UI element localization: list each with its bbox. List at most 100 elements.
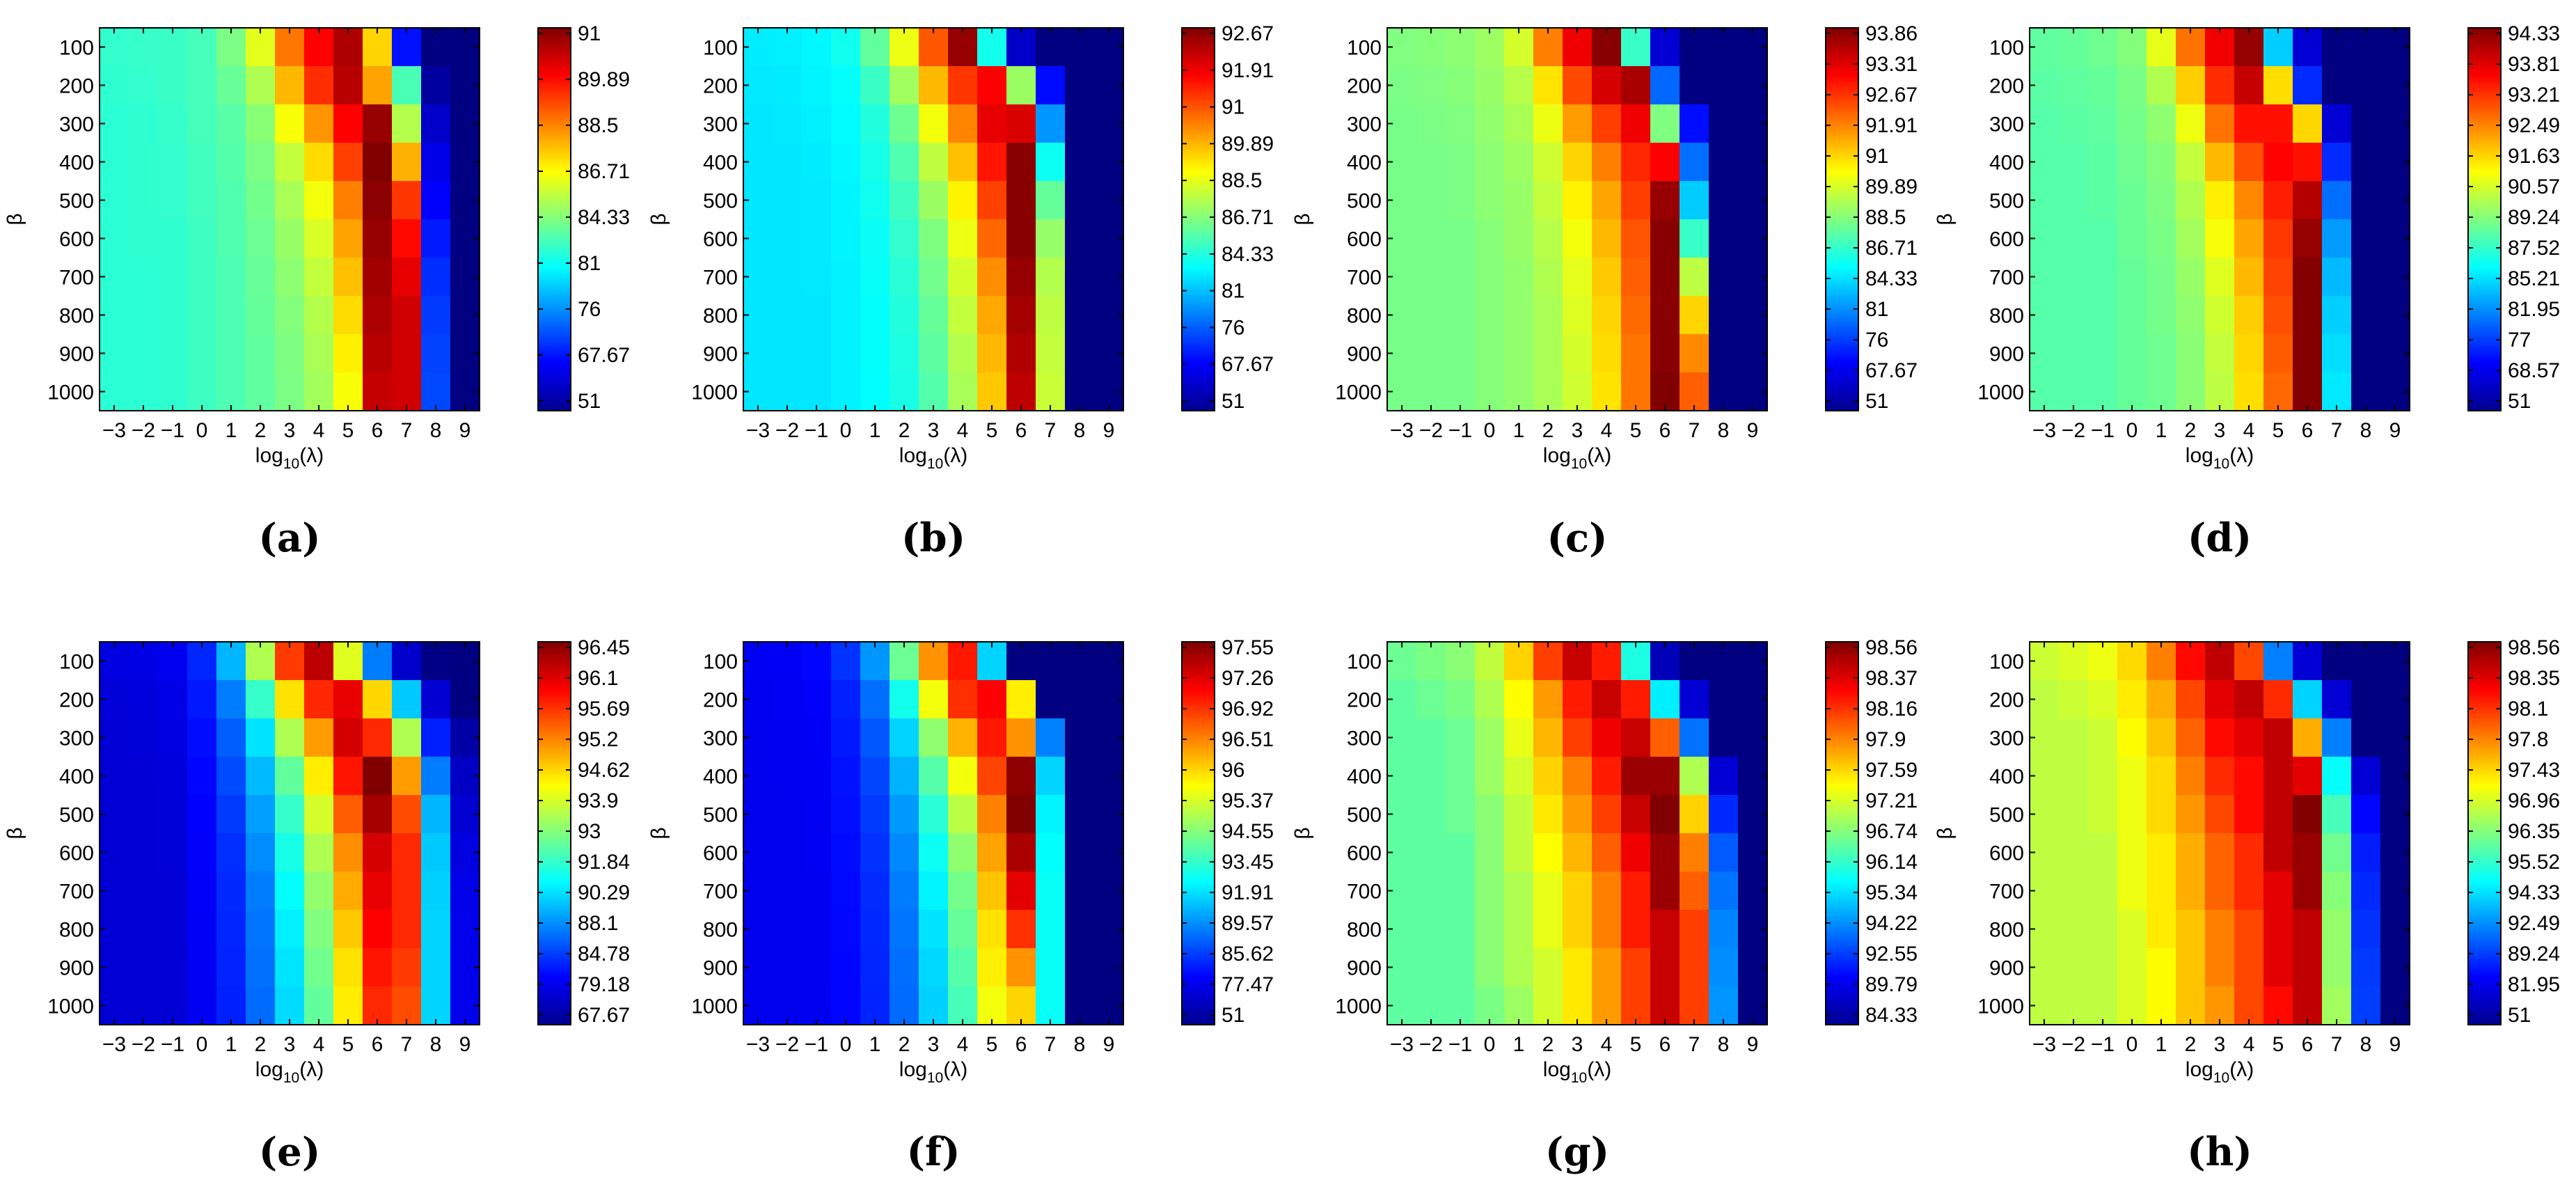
x-tick-label: −3 (746, 1033, 770, 1056)
heatmap-cell (977, 833, 1007, 872)
heatmap-cell (187, 66, 217, 105)
heatmap-cell (1680, 948, 1709, 987)
heatmap-cell (1475, 334, 1505, 373)
y-tick-label: 1000 (691, 995, 738, 1018)
y-tick-label: 300 (703, 727, 738, 750)
heatmap-cell (1006, 680, 1036, 719)
heatmap-cell (187, 833, 217, 872)
heatmap-cell (1036, 143, 1066, 182)
colorbar-tick-label: 67.67 (578, 344, 630, 367)
heatmap-cell (2322, 642, 2352, 681)
heatmap-cell (1621, 334, 1651, 373)
heatmap-cell (1709, 334, 1739, 373)
heatmap-cell (2059, 219, 2089, 258)
heatmap-cell (1036, 258, 1066, 297)
colorbar-tick-label: 85.21 (2508, 267, 2560, 290)
heatmap-cell (1504, 872, 1534, 911)
colorbar-tick-label: 89.79 (1865, 973, 1918, 996)
heatmap-cell (129, 372, 159, 411)
heatmap-cell (2088, 372, 2118, 411)
heatmap-cell (333, 334, 363, 373)
heatmap-cell (1709, 757, 1739, 796)
heatmap-cell (158, 258, 188, 297)
heatmap-cell (187, 948, 217, 987)
heatmap-cell (275, 66, 305, 105)
colorbar-tick-label: 87.52 (2508, 237, 2560, 260)
heatmap-cell (304, 872, 334, 911)
y-tick-label: 800 (1989, 919, 2024, 942)
heatmap-cell (129, 795, 159, 834)
heatmap-cell (860, 372, 890, 411)
colorbar-tick-label: 79.18 (578, 973, 630, 996)
heatmap-cell (187, 258, 217, 297)
heatmap-cell (1006, 757, 1036, 796)
heatmap-cell (275, 910, 305, 949)
heatmap-cell (2059, 181, 2089, 220)
heatmap-cell (187, 718, 217, 757)
y-tick-label: 100 (59, 37, 94, 60)
heatmap-cell (392, 680, 422, 719)
x-axis-label: log10(λ) (2186, 444, 2254, 472)
heatmap-cell (2117, 143, 2147, 182)
x-tick-label: −1 (2091, 419, 2115, 442)
heatmap-cell (2117, 181, 2147, 220)
x-tick-label: −3 (102, 1033, 126, 1056)
y-tick-label: 100 (703, 37, 738, 60)
x-axis-label: log10(λ) (899, 1058, 967, 1086)
y-tick-label: 200 (59, 689, 94, 712)
colorbar-tick-label: 51 (1865, 390, 1888, 413)
heatmap-cell (304, 219, 334, 258)
colorbar-tick-label: 88.5 (578, 114, 618, 137)
heatmap-cell (363, 181, 393, 220)
heatmap-cell (129, 833, 159, 872)
heatmap-cell (1680, 718, 1709, 757)
heatmap-cell (2322, 219, 2352, 258)
heatmap-cell (1621, 680, 1651, 719)
colorbar-tick-label: 86.71 (1222, 206, 1274, 229)
heatmap-cell (890, 28, 919, 67)
heatmap-cell (2293, 219, 2323, 258)
heatmap-cell (919, 28, 949, 67)
heatmap-cell (246, 948, 276, 987)
heatmap-cell (1709, 66, 1739, 105)
heatmap-cell (2351, 872, 2381, 911)
heatmap-cell (1621, 104, 1651, 143)
heatmap-cell (1709, 986, 1739, 1025)
heatmap-cell (2293, 143, 2323, 182)
heatmap-cell (2205, 757, 2235, 796)
panel-label: (h) (2187, 1129, 2252, 1175)
y-tick-label: 900 (59, 957, 94, 980)
heatmap-cell (890, 296, 919, 335)
heatmap-cell (919, 680, 949, 719)
x-tick-label: −2 (1419, 419, 1443, 442)
heatmap-cell (2234, 28, 2264, 67)
heatmap-cell (392, 334, 422, 373)
heatmap-cell (187, 219, 217, 258)
colorbar-tick-label: 67.67 (1222, 353, 1274, 376)
heatmap-cell (363, 219, 393, 258)
heatmap-cell (1709, 296, 1739, 335)
heatmap-cell (1006, 642, 1036, 681)
heatmap-cell (158, 296, 188, 335)
heatmap-cell (2322, 296, 2352, 335)
heatmap-cell (2117, 757, 2147, 796)
heatmap-cell (1650, 28, 1680, 67)
heatmap-cell (1036, 296, 1066, 335)
heatmap-cell (802, 372, 832, 411)
y-tick-label: 300 (1347, 113, 1382, 136)
heatmap-cell (1006, 948, 1036, 987)
colorbar-tick-label: 93.21 (2508, 84, 2560, 107)
heatmap-cell (2205, 28, 2235, 67)
heatmap-cell (1036, 986, 1066, 1025)
heatmap-cell (1006, 219, 1036, 258)
heatmap-cell (1592, 718, 1622, 757)
heatmap-cell (2293, 258, 2323, 297)
heatmap-cell (860, 986, 890, 1025)
heatmap-cell (2147, 948, 2176, 987)
heatmap-cell (2234, 642, 2264, 681)
heatmap-cell (2176, 680, 2206, 719)
heatmap-cell (1446, 986, 1476, 1025)
heatmap-cell (2293, 833, 2323, 872)
heatmap-cell (363, 258, 393, 297)
heatmap-cell (129, 296, 159, 335)
